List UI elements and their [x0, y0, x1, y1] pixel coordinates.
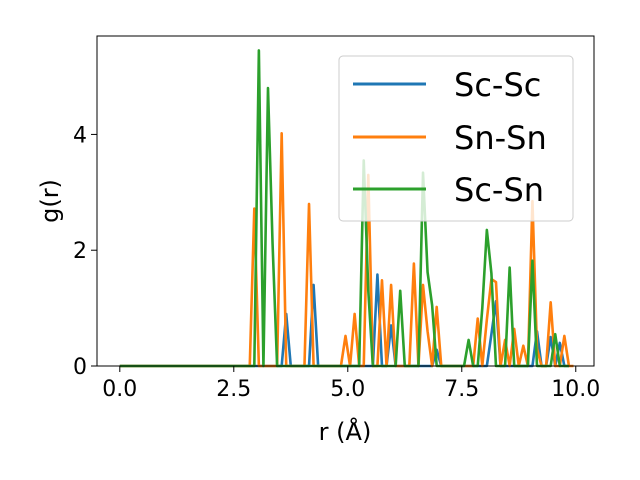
series-line-sc-sc	[119, 273, 569, 368]
legend-label-sn-sn: Sn-Sn	[454, 119, 547, 157]
legend-label-sc-sc: Sc-Sc	[454, 66, 541, 104]
y-axis-label: g(r)	[36, 179, 64, 223]
x-tick-label: 7.5	[444, 377, 479, 402]
legend-box	[338, 55, 574, 222]
y-axis-ticks: 0 2 4	[73, 123, 97, 380]
x-tick-label: 2.5	[216, 377, 251, 402]
x-axis-label: r (Å)	[319, 417, 372, 446]
y-tick-label: 2	[73, 239, 87, 264]
y-tick-label: 0	[73, 355, 87, 380]
plot-frame	[96, 35, 595, 367]
x-tick-label: 0.0	[102, 377, 137, 402]
legend-label-sc-sn: Sc-Sn	[454, 171, 544, 209]
y-tick-label: 4	[73, 123, 87, 148]
x-tick-label: 10.0	[551, 377, 600, 402]
x-axis-ticks: 0.0 2.5 5.0 7.5 10.0	[102, 366, 600, 402]
legend: Sc-Sc Sn-Sn Sc-Sn	[338, 55, 574, 222]
x-tick-label: 5.0	[330, 377, 365, 402]
